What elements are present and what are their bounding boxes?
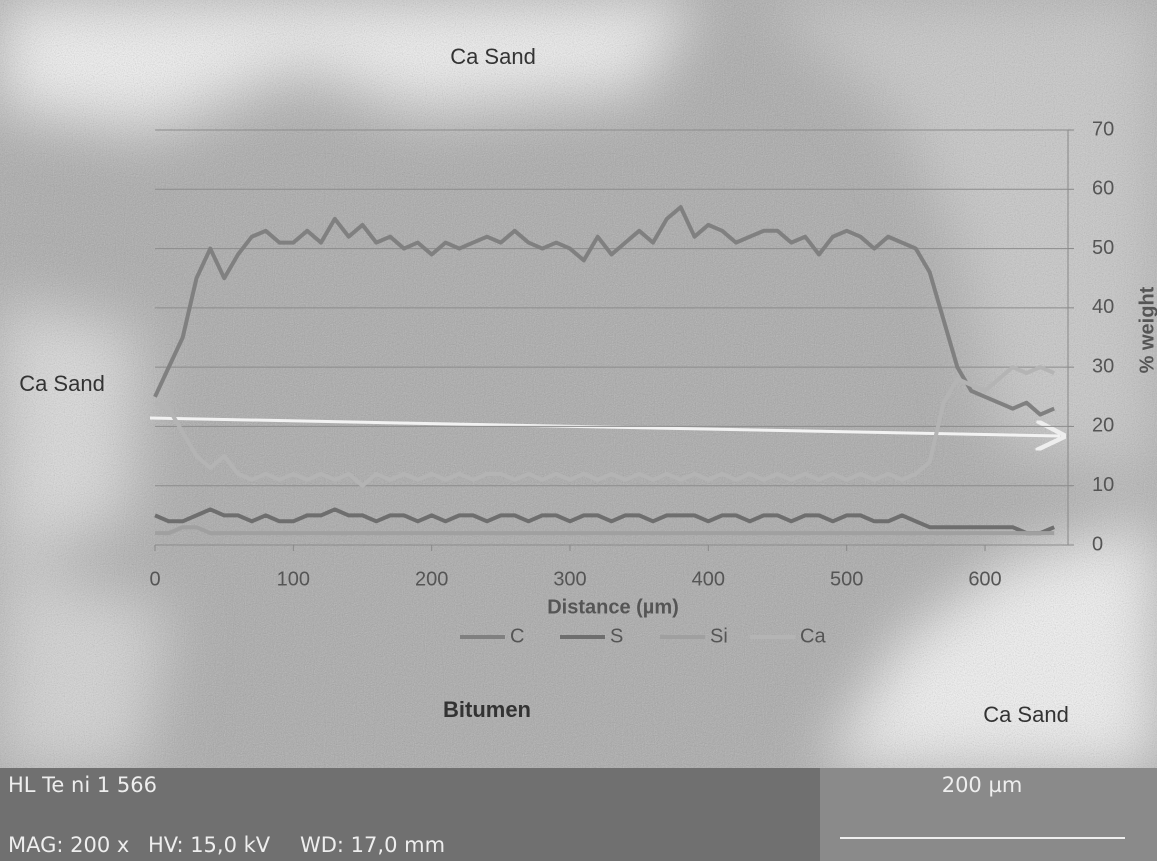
image-info: HL Te ni 1 566: [8, 773, 157, 797]
y-tick-label: 30: [1092, 355, 1114, 377]
y-tick-label: 10: [1092, 474, 1114, 496]
x-tick-label: 200: [415, 568, 448, 590]
annotation: Ca Sand: [450, 44, 536, 69]
x-tick-label: 300: [553, 568, 586, 590]
legend-label: Si: [710, 625, 728, 647]
y-tick-label: 0: [1092, 533, 1103, 555]
data-line: [155, 525, 1055, 536]
image-info: HV: 15,0 kV: [148, 833, 271, 857]
y-tick-label: 40: [1092, 296, 1114, 318]
y-tick-label: 50: [1092, 237, 1114, 259]
data-line: [154, 365, 1055, 488]
x-axis-label: Distance (µm): [547, 596, 679, 618]
x-tick-label: 600: [968, 568, 1001, 590]
annotation: Ca Sand: [983, 702, 1069, 727]
data-line: [154, 507, 1055, 536]
data-line: [153, 205, 1055, 417]
image-info: MAG: 200 x: [8, 833, 129, 857]
y-tick-label: 70: [1092, 118, 1114, 140]
x-tick-label: 100: [277, 568, 310, 590]
annotation: Ca Sand: [19, 371, 105, 396]
image-info: 200 µm: [942, 773, 1023, 797]
annotation: Bitumen: [443, 697, 531, 722]
x-tick-label: 500: [830, 568, 863, 590]
image-info: WD: 17,0 mm: [300, 833, 445, 857]
legend-label: Ca: [800, 625, 826, 647]
y-tick-label: 20: [1092, 415, 1114, 437]
legend-label: C: [510, 625, 524, 647]
y-axis-label: % weight: [1136, 286, 1157, 373]
legend-label: S: [610, 625, 623, 647]
y-tick-label: 60: [1092, 178, 1114, 200]
x-tick-label: 0: [149, 568, 160, 590]
x-tick-label: 400: [692, 568, 725, 590]
